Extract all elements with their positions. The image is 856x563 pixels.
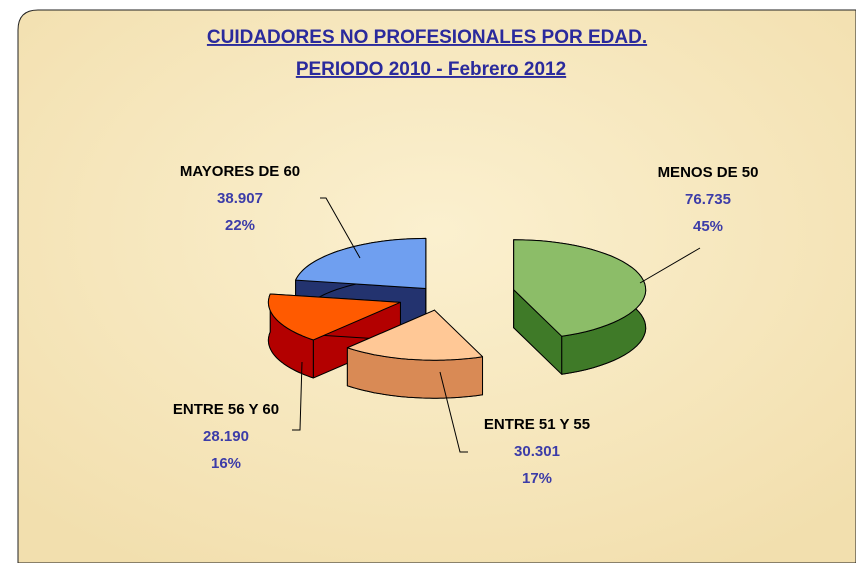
leader-line [320, 197, 361, 259]
chart-subtitle: PERIODO 2010 - Febrero 2012 [296, 59, 566, 80]
category-label: MAYORES DE 60 [180, 163, 300, 180]
percent-label: 45% [693, 218, 723, 235]
leader-line [292, 361, 303, 431]
percent-label: 16% [211, 455, 241, 472]
slice [267, 293, 401, 341]
value-label: 30.301 [514, 443, 560, 460]
percent-label: 22% [225, 217, 255, 234]
value-label: 38.907 [217, 190, 263, 207]
chart-area [17, 9, 856, 563]
leader-line [439, 371, 468, 453]
category-label: ENTRE 56 Y 60 [173, 401, 279, 418]
value-label: 76.735 [685, 191, 731, 208]
leader-line [639, 247, 701, 284]
value-label: 28.190 [203, 428, 249, 445]
category-label: MENOS DE 50 [658, 164, 759, 181]
category-label: ENTRE 51 Y 55 [484, 416, 590, 433]
slice [295, 237, 427, 289]
slice [346, 309, 483, 361]
chart-title: CUIDADORES NO PROFESIONALES POR EDAD. [207, 27, 647, 48]
percent-label: 17% [522, 470, 552, 487]
